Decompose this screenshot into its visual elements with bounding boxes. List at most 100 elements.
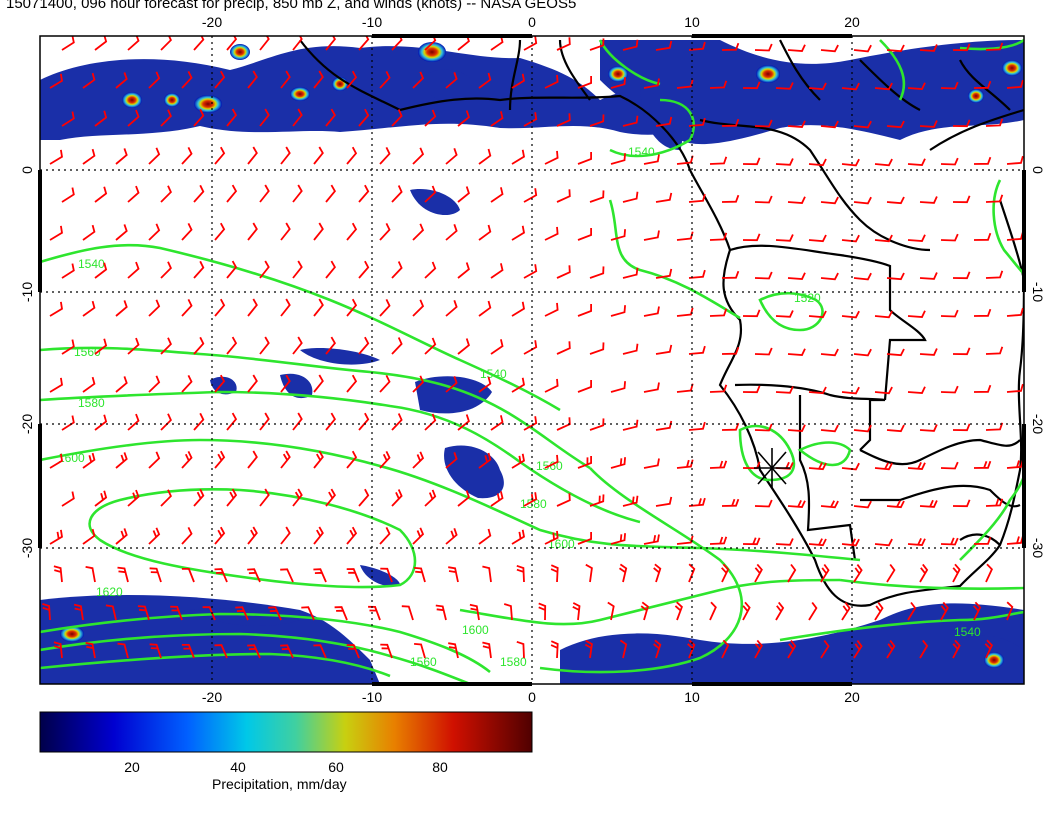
wind-barb [346, 568, 360, 583]
wind-barb [49, 73, 63, 89]
wind-barb [709, 156, 728, 165]
wind-barb [820, 563, 830, 583]
wind-barb [181, 71, 193, 89]
wind-barb [226, 108, 238, 127]
wind-barb [643, 78, 660, 89]
wind-barb [49, 453, 63, 469]
wind-barb [985, 346, 1004, 355]
wind-barb [622, 39, 639, 51]
wind-barb [550, 640, 559, 659]
wind-barb [544, 74, 559, 89]
svg-text:20: 20 [124, 759, 140, 775]
svg-text:40: 40 [230, 759, 246, 775]
svg-text:0: 0 [528, 14, 536, 30]
wind-barb [82, 148, 96, 165]
wind-barb [984, 639, 993, 659]
wind-barb [940, 309, 959, 318]
wind-barb [622, 115, 639, 127]
wind-barb [478, 148, 492, 165]
wind-barb [622, 191, 639, 203]
wind-barb [82, 452, 96, 469]
wind-barb [907, 82, 926, 90]
wind-barb [445, 148, 458, 165]
svg-text:-20: -20 [19, 414, 35, 434]
wind-barb [775, 158, 794, 166]
wind-barb [412, 223, 425, 241]
wind-barb [709, 601, 717, 621]
wind-barb [448, 566, 459, 583]
wind-barb [952, 195, 971, 204]
lon-labels-bottom: -20 -10 0 10 20 [202, 689, 860, 705]
wind-barb [886, 563, 896, 583]
wind-barb [985, 422, 1004, 431]
contour-labels: 1540 1560 1580 1600 1620 1540 1560 1580 … [58, 145, 981, 669]
wind-barb [247, 374, 258, 393]
wind-barb [478, 224, 492, 241]
wind-barb [940, 157, 959, 166]
svg-text:0: 0 [1030, 166, 1046, 174]
wind-barb [445, 452, 458, 469]
wind-barb [511, 377, 525, 393]
wind-barb [49, 377, 63, 393]
wind-barb [721, 346, 740, 355]
wind-barb [687, 639, 696, 659]
wind-barb [127, 489, 140, 507]
wind-barb [313, 374, 324, 393]
wind-barb [160, 337, 172, 355]
wind-barb [841, 158, 860, 167]
wind-barb [412, 451, 425, 469]
wind-barb [148, 451, 161, 469]
wind-barb [1006, 79, 1024, 89]
wind-barb [511, 225, 525, 241]
wind-barb [490, 187, 504, 203]
wind-barb [379, 375, 391, 393]
wind-barb [325, 412, 336, 431]
svg-text:1520: 1520 [794, 291, 821, 305]
wind-barb [721, 118, 740, 127]
wind-barb [115, 148, 128, 165]
wind-barb [325, 488, 336, 507]
wind-barb [457, 186, 470, 203]
wind-barb [952, 347, 971, 356]
wind-barb [325, 336, 336, 355]
wind-barb [226, 184, 238, 203]
wind-barb [940, 601, 949, 621]
wind-barb [808, 158, 827, 167]
wind-barb [247, 644, 261, 659]
wind-barb [940, 81, 959, 90]
wind-barb [292, 336, 303, 355]
wind-barb [523, 416, 538, 431]
wind-barb [49, 149, 63, 165]
wind-barb [610, 457, 626, 469]
wind-barb [346, 644, 360, 659]
wind-barb [820, 348, 839, 357]
wind-barb [886, 348, 905, 357]
wind-barb [259, 412, 270, 431]
wind-barb [358, 36, 370, 51]
wind-barb [952, 119, 971, 128]
wind-barb [193, 260, 205, 279]
svg-text:1540: 1540 [480, 367, 507, 381]
wind-barb [841, 234, 860, 243]
wind-barb [550, 564, 559, 583]
wind-barb [556, 341, 571, 355]
svg-text:1540: 1540 [78, 257, 105, 271]
wind-barb [622, 267, 639, 279]
wind-barb [115, 72, 128, 89]
svg-text:1600: 1600 [58, 451, 85, 465]
wind-barb [886, 272, 905, 281]
wind-barb [424, 413, 437, 431]
wind-barb [787, 44, 806, 52]
wind-barb [280, 644, 294, 659]
wind-barb [325, 260, 336, 279]
wind-barb [181, 568, 195, 583]
wind-barb [193, 412, 205, 431]
wind-barb [841, 82, 860, 91]
wind-barb [853, 640, 863, 659]
wind-barb [985, 270, 1004, 279]
wind-barb [874, 462, 893, 471]
svg-text:1560: 1560 [410, 655, 437, 669]
map-title: 15071400, 096 hour forecast for precip, … [6, 0, 577, 12]
wind-barb [808, 82, 827, 91]
wind-barb [181, 147, 193, 165]
